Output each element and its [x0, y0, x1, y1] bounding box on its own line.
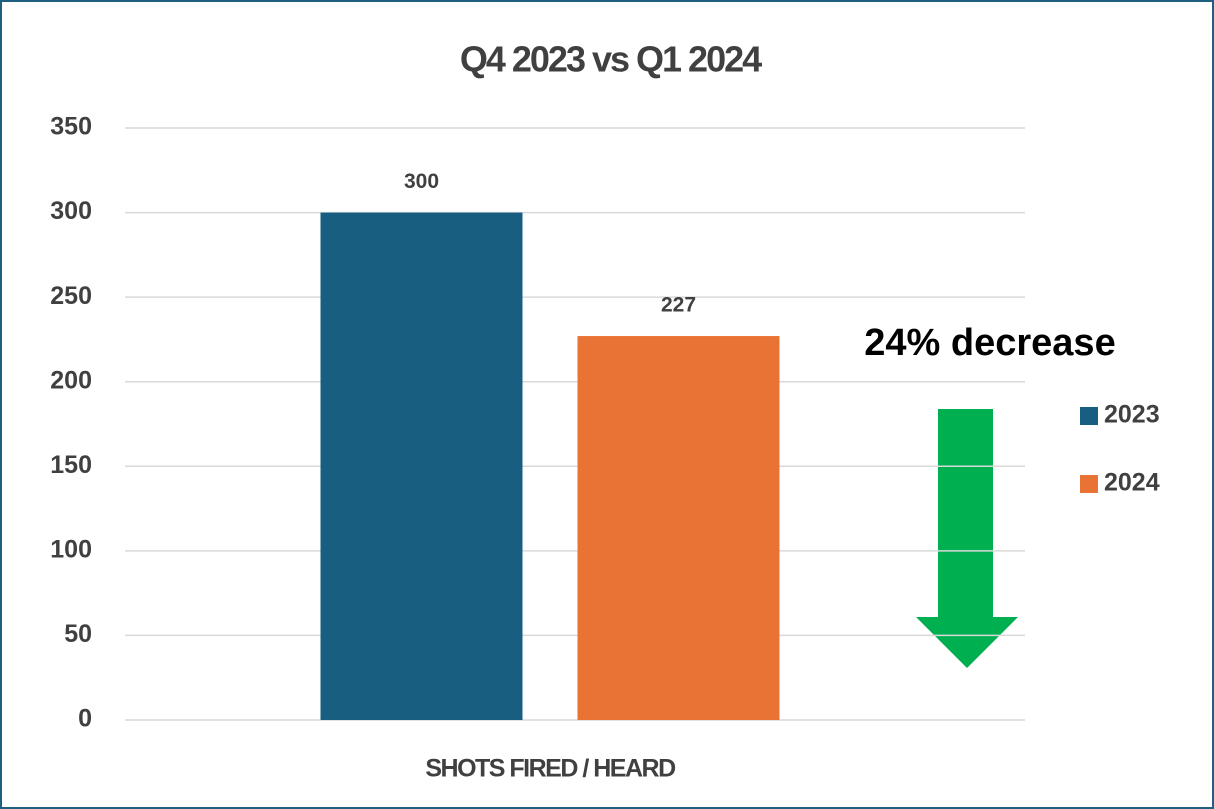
y-tick-label: 100: [50, 535, 92, 563]
chart-title: Q4 2023 vs Q1 2024: [460, 39, 762, 80]
bar: [320, 212, 523, 721]
legend-label: 2023: [1104, 401, 1160, 429]
data-label: 300: [404, 170, 439, 193]
y-tick-label: 300: [50, 197, 92, 225]
y-tick-label: 0: [78, 705, 92, 733]
y-tick-label: 200: [50, 366, 92, 394]
annotation: 24% decrease: [864, 322, 1115, 364]
legend-label: 2024: [1104, 469, 1160, 497]
y-tick-label: 50: [64, 620, 92, 648]
y-tick-label: 150: [50, 451, 92, 479]
y-tick-label: 350: [50, 113, 92, 141]
bar: [577, 336, 780, 720]
data-label: 227: [661, 294, 696, 317]
y-tick-label: 250: [50, 282, 92, 310]
x-tick-label: SHOTS FIRED / HEARD: [425, 755, 675, 783]
legend-swatch: [1080, 475, 1098, 493]
decrease-arrow: [916, 409, 1018, 668]
legend-swatch: [1080, 407, 1098, 425]
